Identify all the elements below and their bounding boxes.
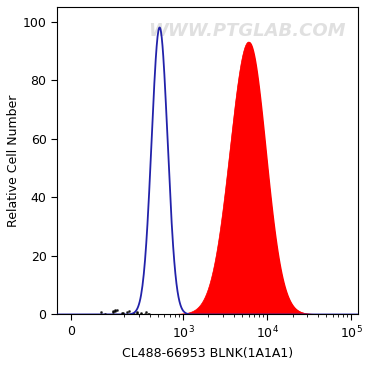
Point (112, 307, 118, 313)
Text: WWW.PTGLAB.COM: WWW.PTGLAB.COM (148, 22, 345, 40)
Point (120, 310, 126, 316)
Point (102, 311, 108, 317)
Y-axis label: Relative Cell Number: Relative Cell Number (7, 95, 20, 227)
X-axis label: CL488-66953 BLNK(1A1A1): CL488-66953 BLNK(1A1A1) (122, 347, 293, 360)
Point (114, 308, 120, 313)
Point (146, 311, 152, 317)
Point (134, 310, 139, 316)
Point (124, 309, 130, 315)
Point (112, 308, 118, 314)
Point (127, 309, 132, 315)
Point (143, 309, 149, 315)
Point (110, 308, 116, 314)
Point (138, 311, 144, 317)
Point (110, 309, 116, 315)
Point (98, 309, 104, 315)
Point (138, 310, 144, 316)
Point (131, 311, 137, 317)
Point (142, 311, 148, 317)
Point (119, 310, 125, 316)
Point (134, 309, 139, 315)
Point (145, 311, 151, 317)
